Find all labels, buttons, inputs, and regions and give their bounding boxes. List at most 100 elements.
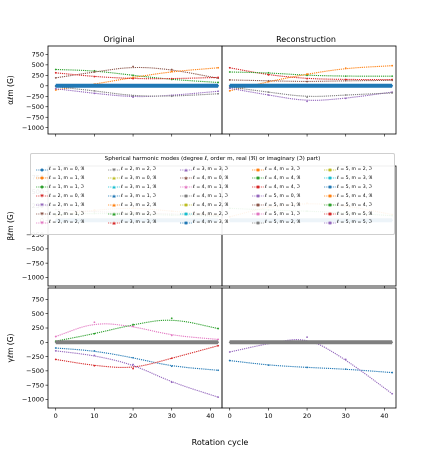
x-tick-label: 20 — [129, 412, 137, 420]
data-point — [217, 344, 220, 347]
data-point — [54, 71, 57, 74]
data-point — [267, 364, 270, 367]
data-point — [306, 100, 308, 103]
data-point — [344, 358, 347, 361]
legend-label: ℓ = 5, m = 5, ℑ — [337, 220, 372, 226]
legend-entry: ℓ = 4, m = 0, ℜ — [180, 175, 228, 182]
data-point — [267, 71, 270, 74]
legend-label: ℓ = 5, m = 2, ℑ — [337, 167, 372, 172]
series-line — [55, 86, 219, 97]
panel-frame — [221, 287, 397, 409]
data-point — [170, 68, 173, 71]
legend-marker-icon — [36, 167, 48, 173]
data-point — [170, 381, 173, 384]
data-point — [93, 75, 96, 78]
legend-label: ℓ = 4, m = 0, ℜ — [193, 175, 229, 181]
y-tick-label: 500 — [32, 310, 44, 318]
data-point — [228, 71, 231, 73]
panel-frame — [47, 287, 223, 409]
data-point — [306, 96, 308, 99]
y-tick-label: −250 — [26, 92, 44, 100]
y-axis-label: βℓm (G) — [6, 211, 15, 240]
x-tick-label: 30 — [168, 412, 176, 420]
legend-entry: ℓ = 5, m = 4, ℜ — [324, 193, 372, 200]
legend-entry: ℓ = 5, m = 1, ℜ — [252, 202, 300, 209]
legend-label: ℓ = 5, m = 3, ℜ — [337, 175, 373, 181]
legend-label: ℓ = 3, m = 3, ℜ — [121, 220, 157, 226]
legend-marker-icon — [324, 175, 336, 181]
data-point — [132, 96, 134, 99]
legend-label: ℓ = 5, m = 2, ℜ — [265, 220, 301, 226]
legend-marker-icon — [108, 220, 120, 226]
data-point — [54, 87, 57, 90]
data-point — [170, 95, 173, 98]
data-point — [267, 79, 270, 82]
data-point — [217, 341, 220, 344]
legend-marker-icon — [252, 202, 264, 208]
data-point — [344, 368, 347, 371]
series-line — [229, 339, 393, 395]
legend-label: ℓ = 4, m = 3, ℑ — [265, 167, 300, 172]
column-title-reconstruction: Reconstruction — [276, 35, 336, 44]
data-point — [391, 341, 394, 344]
y-tick-label: 0 — [40, 338, 44, 346]
legend-entry: ℓ = 2, m = 2, ℜ — [36, 219, 84, 226]
y-tick-label: 750 — [32, 296, 44, 304]
legend-entry: ℓ = 5, m = 5, ℜ — [324, 211, 372, 218]
data-point — [344, 79, 347, 82]
series-line — [55, 323, 219, 340]
legend-entry: ℓ = 5, m = 5, ℑ — [324, 219, 372, 226]
legend-entry: ℓ = 5, m = 0, ℜ — [252, 193, 300, 200]
legend-marker-icon — [324, 184, 336, 190]
y-tick-label: −500 — [26, 367, 44, 375]
data-point — [344, 67, 347, 70]
x-tick-label: 0 — [228, 412, 232, 420]
data-point — [217, 338, 220, 341]
data-point — [132, 77, 134, 80]
legend-label: ℓ = 3, m = 0, ℜ — [121, 175, 157, 181]
data-point — [170, 334, 173, 337]
data-point — [170, 357, 173, 360]
legend-label: ℓ = 4, m = 2, ℜ — [193, 202, 229, 208]
data-point — [93, 332, 96, 335]
legend-entry: ℓ = 4, m = 4, ℑ — [252, 184, 300, 191]
legend-label: ℓ = 4, m = 1, ℜ — [193, 184, 229, 190]
legend-label: ℓ = 4, m = 3, ℜ — [193, 220, 229, 226]
data-point — [93, 321, 96, 324]
legend-entry: ℓ = 4, m = 3, ℜ — [180, 219, 228, 226]
data-point — [344, 94, 347, 96]
legend-marker-icon — [252, 167, 264, 173]
legend-entry: ℓ = 1, m = 1, ℑ — [36, 184, 84, 191]
data-point — [54, 341, 57, 344]
data-point — [391, 371, 394, 374]
legend-entry: ℓ = 5, m = 4, ℑ — [324, 202, 372, 209]
data-point — [132, 356, 134, 359]
data-point — [54, 335, 57, 338]
legend-marker-icon — [252, 175, 264, 181]
data-point — [228, 89, 231, 92]
y-axis-label: γℓm (G) — [6, 333, 15, 362]
legend-entry: ℓ = 1, m = 1, ℜ — [36, 175, 84, 182]
legend-entry: ℓ = 2, m = 2, ℑ — [108, 166, 156, 173]
data-point — [93, 92, 96, 95]
legend-entry: ℓ = 4, m = 2, ℑ — [180, 211, 228, 218]
y-tick-label: 750 — [32, 51, 44, 59]
legend-label: ℓ = 4, m = 1, ℑ — [193, 193, 228, 199]
legend-marker-icon — [252, 220, 264, 226]
legend-entry: ℓ = 5, m = 3, ℜ — [324, 175, 372, 182]
y-axis-label: αℓm (G) — [6, 75, 15, 104]
y-tick-label: −250 — [26, 353, 44, 361]
legend-entry: ℓ = 4, m = 1, ℑ — [180, 193, 228, 200]
x-tick-label: 20 — [303, 412, 311, 420]
data-point — [228, 79, 231, 81]
legend-marker-icon — [36, 175, 48, 181]
legend-entry: ℓ = 3, m = 3, ℑ — [180, 166, 228, 173]
series-line — [229, 360, 393, 374]
legend-title: Spherical harmonic modes (degree ℓ, orde… — [104, 156, 321, 162]
legend-entry: ℓ = 5, m = 1, ℑ — [252, 211, 300, 218]
legend-marker-icon — [180, 220, 192, 226]
data-point — [170, 317, 173, 320]
data-point — [306, 77, 308, 80]
legend-marker-icon — [180, 193, 192, 199]
x-axis-label: Rotation cycle — [192, 438, 249, 447]
